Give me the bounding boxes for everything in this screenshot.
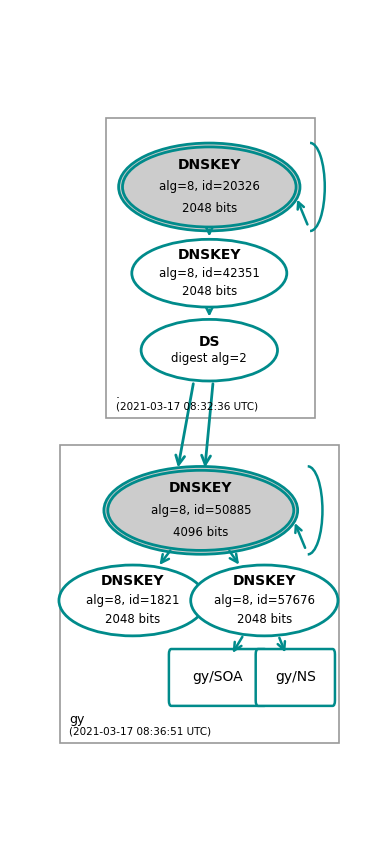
Text: 4096 bits: 4096 bits [173,526,228,539]
Ellipse shape [132,240,287,307]
Bar [106,118,316,418]
Text: 2048 bits: 2048 bits [237,613,292,626]
Text: 2048 bits: 2048 bits [105,613,160,626]
Text: gy: gy [69,713,84,726]
Ellipse shape [141,319,278,381]
Text: alg=8, id=42351: alg=8, id=42351 [159,266,260,279]
Ellipse shape [191,565,338,636]
Text: alg=8, id=1821: alg=8, id=1821 [86,594,179,607]
Ellipse shape [108,471,294,550]
Ellipse shape [122,147,296,227]
FancyBboxPatch shape [169,649,267,706]
Text: (2021-03-17 08:32:36 UTC): (2021-03-17 08:32:36 UTC) [115,402,258,412]
Ellipse shape [118,143,300,231]
Text: gy/NS: gy/NS [275,670,316,684]
Text: DNSKEY: DNSKEY [101,574,164,588]
Text: 2048 bits: 2048 bits [182,285,237,298]
FancyBboxPatch shape [256,649,335,706]
Bar [60,445,339,743]
Text: digest alg=2: digest alg=2 [171,352,247,365]
Text: DNSKEY: DNSKEY [169,481,233,496]
Ellipse shape [104,466,298,554]
Text: DS: DS [199,335,220,349]
Ellipse shape [59,565,206,636]
Text: (2021-03-17 08:36:51 UTC): (2021-03-17 08:36:51 UTC) [69,727,211,737]
Text: alg=8, id=20326: alg=8, id=20326 [159,181,260,194]
Text: gy/SOA: gy/SOA [192,670,243,684]
Text: .: . [115,388,120,401]
Text: alg=8, id=57676: alg=8, id=57676 [214,594,315,607]
Text: DNSKEY: DNSKEY [178,247,241,261]
Text: DNSKEY: DNSKEY [178,158,241,172]
Text: alg=8, id=50885: alg=8, id=50885 [151,503,251,517]
Text: 2048 bits: 2048 bits [182,202,237,215]
Text: DNSKEY: DNSKEY [233,574,296,588]
